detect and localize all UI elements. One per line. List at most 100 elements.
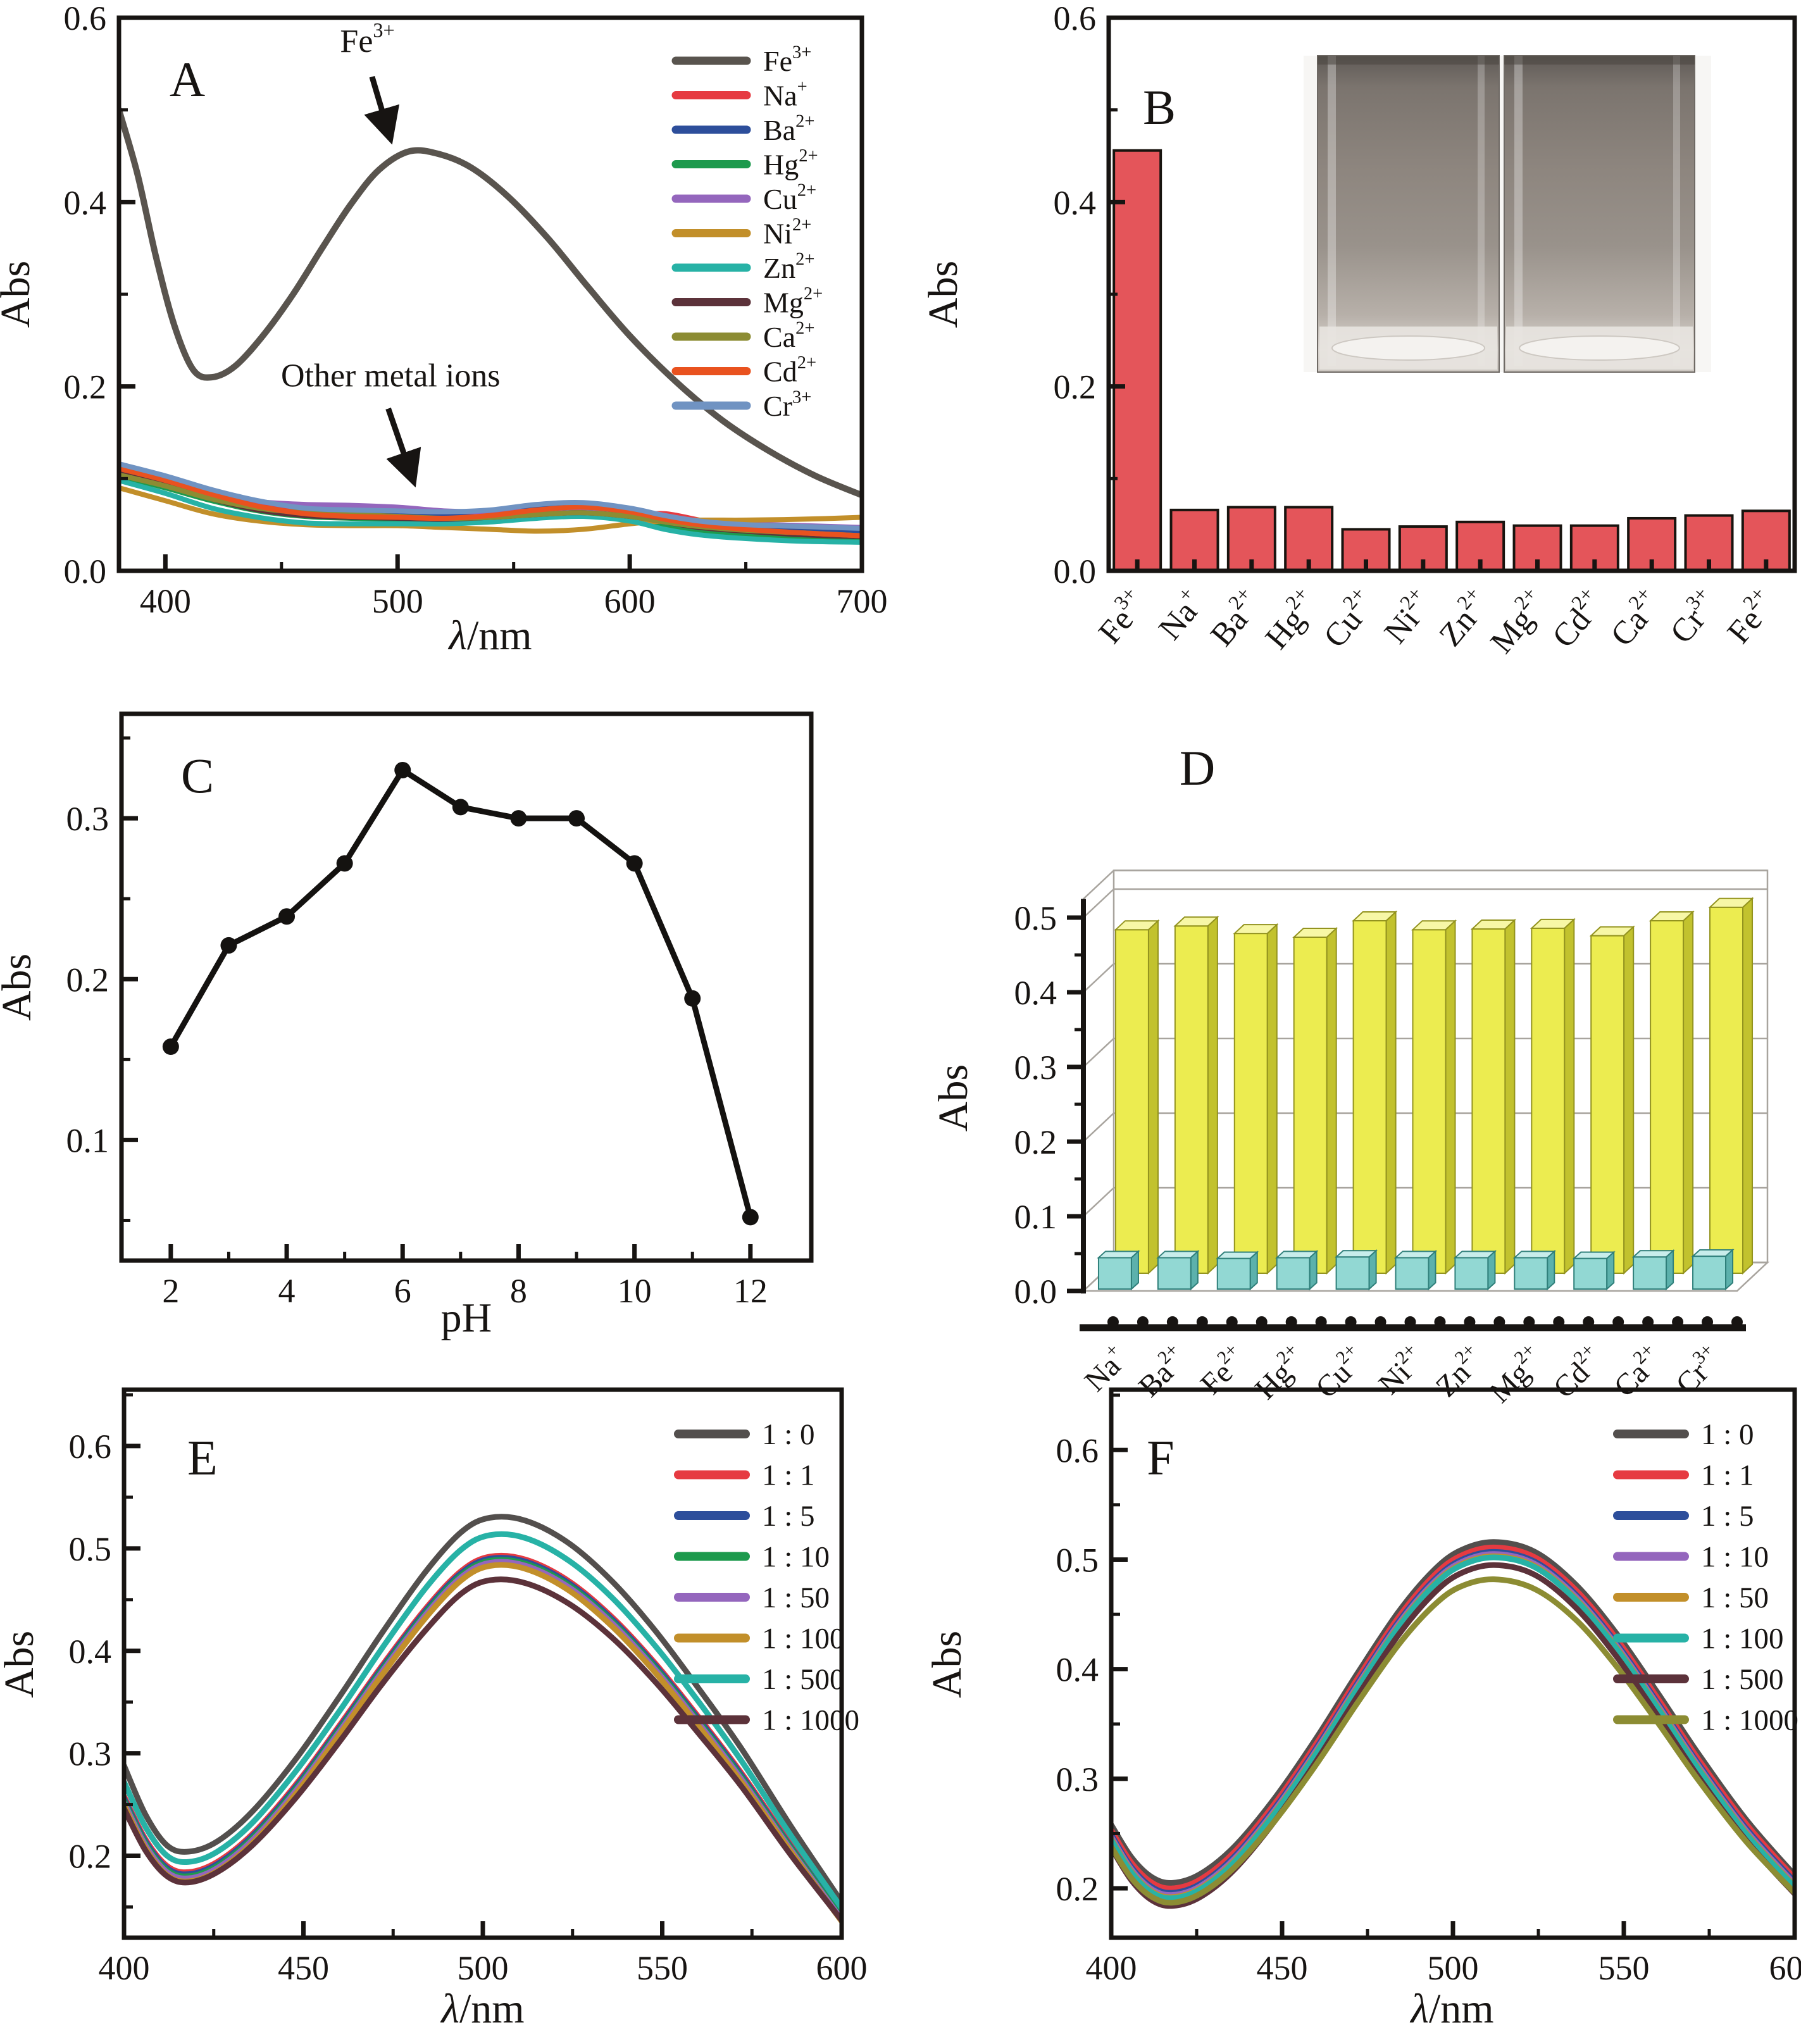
legend-label: Cr3+	[763, 387, 811, 422]
x-tick-label: 450	[278, 1949, 329, 1987]
x-tick-label: 550	[1598, 1949, 1650, 1987]
y-tick-label: 0.0	[64, 552, 107, 590]
y-tick-label: 0.3	[66, 800, 109, 838]
axes-A: 400 500 600 700 0.0 0.2 0.4 0.6	[64, 0, 888, 620]
category-label: Cu2+	[1307, 1339, 1372, 1404]
legend-label: Cu2+	[763, 180, 816, 215]
series-1 : 0	[124, 1514, 842, 1905]
y-tick-label: 0.5	[1056, 1541, 1099, 1579]
data-point	[626, 855, 643, 872]
legend-label: Mg2+	[763, 284, 823, 319]
legend-label: 1 : 50	[762, 1581, 830, 1614]
series-1 : 100	[124, 1562, 842, 1924]
data-point	[510, 810, 527, 827]
legend-label: Ni2+	[763, 215, 811, 250]
y-axis-label: Abs	[0, 261, 39, 328]
series-1 : 0	[1111, 1539, 1795, 1886]
y-tick-label: 0.6	[1056, 1431, 1099, 1469]
legend-label: Na+	[763, 77, 807, 112]
y-tick-label: 0.4	[1014, 974, 1057, 1012]
series-1 : 50	[1111, 1553, 1795, 1900]
panel-F: 4004505005506000.20.30.40.50.6FAbsλ/nm1 …	[924, 1387, 1801, 2032]
x-tick-label: 10	[618, 1272, 652, 1310]
x-tick-label: 400	[1086, 1949, 1137, 1987]
series-1 : 1000	[124, 1576, 842, 1923]
series-1 : 1	[1111, 1544, 1795, 1891]
series-Cd2+	[119, 466, 862, 539]
legend-label: 1 : 0	[1701, 1418, 1754, 1451]
series-1 : 10	[1111, 1551, 1795, 1898]
panel-B: Fe3+ Na+Ba2+Hg2+Cu2+Ni2+Zn2+Mg2+Cd2+Ca2+C…	[920, 0, 1797, 660]
category-label: Ca2+	[1600, 582, 1669, 653]
y-tick-label: 0.4	[1056, 1651, 1099, 1689]
y-tick-label: 0.5	[1014, 899, 1057, 937]
data-point	[568, 810, 585, 827]
x-tick-label: 600	[816, 1949, 868, 1987]
panel-letter: A	[170, 52, 205, 107]
y-tick-label: 0.2	[1056, 1870, 1099, 1908]
data-point	[162, 1038, 179, 1056]
category-label: Ni2+	[1374, 582, 1440, 651]
legend-label: Hg2+	[763, 146, 818, 181]
x-axis-label: pH	[441, 1295, 492, 1341]
series-1 : 500	[124, 1531, 842, 1911]
y-axis-label: Abs	[920, 261, 966, 328]
y-axis-label: Abs	[0, 1631, 42, 1698]
x-tick-label: 400	[99, 1949, 150, 1987]
legend: 1 : 0 1 : 1 1 : 5 1 : 10 1 : 50 1 : 100 1 : 50…	[674, 1418, 859, 1737]
category-label: Zn2+	[1427, 1339, 1492, 1404]
panel-C: 2 4 6 8 10 12 0.1 0.2 0.3 C Abs pH	[0, 711, 814, 1341]
bar-Ca2+	[1627, 516, 1677, 572]
series-Zn2+	[119, 478, 862, 545]
category-label: Ca2+	[1605, 1339, 1669, 1404]
y-tick-label: 0.4	[1054, 184, 1097, 221]
series-Cr3+	[119, 461, 862, 531]
y-tick-label: 0.0	[1014, 1273, 1057, 1311]
category-label: Fe2+	[1717, 582, 1783, 651]
y-axis-label: Abs	[0, 954, 40, 1021]
series-Abs vs pH	[168, 767, 754, 1220]
legend-label: Ba2+	[763, 111, 814, 146]
x-tick-label: 500	[1428, 1949, 1479, 1987]
legend-label: 1 : 1000	[762, 1704, 859, 1737]
y-tick-label: 0.5	[69, 1530, 112, 1568]
y-tick-label: 0.1	[1014, 1198, 1057, 1236]
y-axis-label: Abs	[930, 1064, 976, 1131]
panel-D: 0.00.10.20.30.40.5Na+Ba2+Fe2+Hg2+Cu2+Ni2…	[930, 740, 1770, 1409]
inset-photo	[1304, 55, 1711, 373]
legend-label: 1 : 10	[1701, 1541, 1769, 1574]
annotation-arrow	[364, 75, 400, 145]
legend-label: Fe3+	[763, 42, 811, 77]
series-1 : 100	[1111, 1554, 1795, 1902]
y-tick-label: 0.2	[66, 961, 109, 999]
x-tick-label: 8	[510, 1272, 527, 1310]
category-label: Cd2+	[1545, 1339, 1610, 1404]
category-label: Mg2+	[1480, 582, 1555, 660]
category-label: Cu2+	[1313, 582, 1383, 654]
y-tick-label: 0.2	[69, 1838, 112, 1876]
data-point	[684, 990, 701, 1007]
plot-frame	[1109, 1387, 1797, 1940]
legend-label: 1 : 1000	[1701, 1704, 1798, 1737]
y-tick-label: 0.1	[66, 1121, 109, 1159]
legend-label: 1 : 0	[762, 1418, 815, 1451]
series-1 : 500	[1111, 1562, 1795, 1909]
plot-frame	[1106, 15, 1797, 573]
annotation-text: Other metal ions	[281, 358, 501, 394]
panel-letter: E	[187, 1430, 218, 1485]
series-1 : 5	[1111, 1549, 1795, 1896]
legend-label: 1 : 1	[1701, 1459, 1754, 1492]
x-tick-label: 6	[394, 1272, 411, 1310]
category-label: Ba2+	[1130, 1339, 1194, 1404]
legend-label: 1 : 1	[762, 1459, 815, 1492]
legend: 1 : 0 1 : 1 1 : 5 1 : 10 1 : 50 1 : 100 1 : 50…	[1613, 1418, 1798, 1737]
legend-label: Ca2+	[763, 318, 814, 353]
plot-frame	[116, 15, 864, 573]
y-tick-label: 0.0	[1054, 552, 1097, 590]
legend-label: 1 : 100	[762, 1623, 845, 1655]
axes-E: 400 450 500 550 600 0.2 0.3 0.4 0.5 0.6	[69, 1393, 868, 1987]
annotation-text: Fe3+	[340, 18, 394, 59]
